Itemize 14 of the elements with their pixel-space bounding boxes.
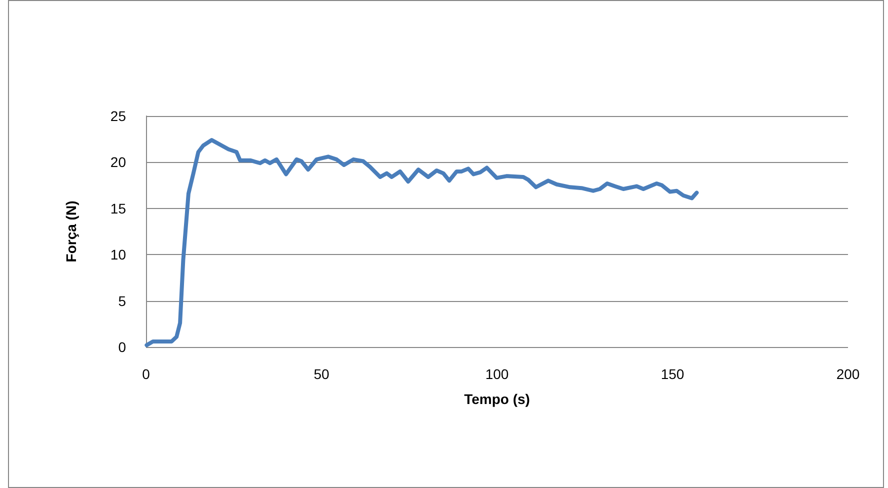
y-tick-label: 0 <box>118 339 126 355</box>
y-tick-label: 25 <box>110 108 126 124</box>
x-axis-title: Tempo (s) <box>464 391 530 407</box>
x-tick-label: 100 <box>485 366 509 382</box>
y-tick-label: 15 <box>110 200 126 216</box>
x-tick-label: 50 <box>314 366 330 382</box>
y-tick-label: 20 <box>110 154 126 170</box>
x-tick-label: 200 <box>836 366 860 382</box>
y-tick-label: 10 <box>110 246 126 263</box>
y-axis-title: Força (N) <box>63 200 79 262</box>
x-tick-label: 0 <box>142 366 150 382</box>
y-tick-label: 5 <box>118 292 126 309</box>
line-series <box>144 138 699 348</box>
x-tick-label: 150 <box>660 366 684 382</box>
